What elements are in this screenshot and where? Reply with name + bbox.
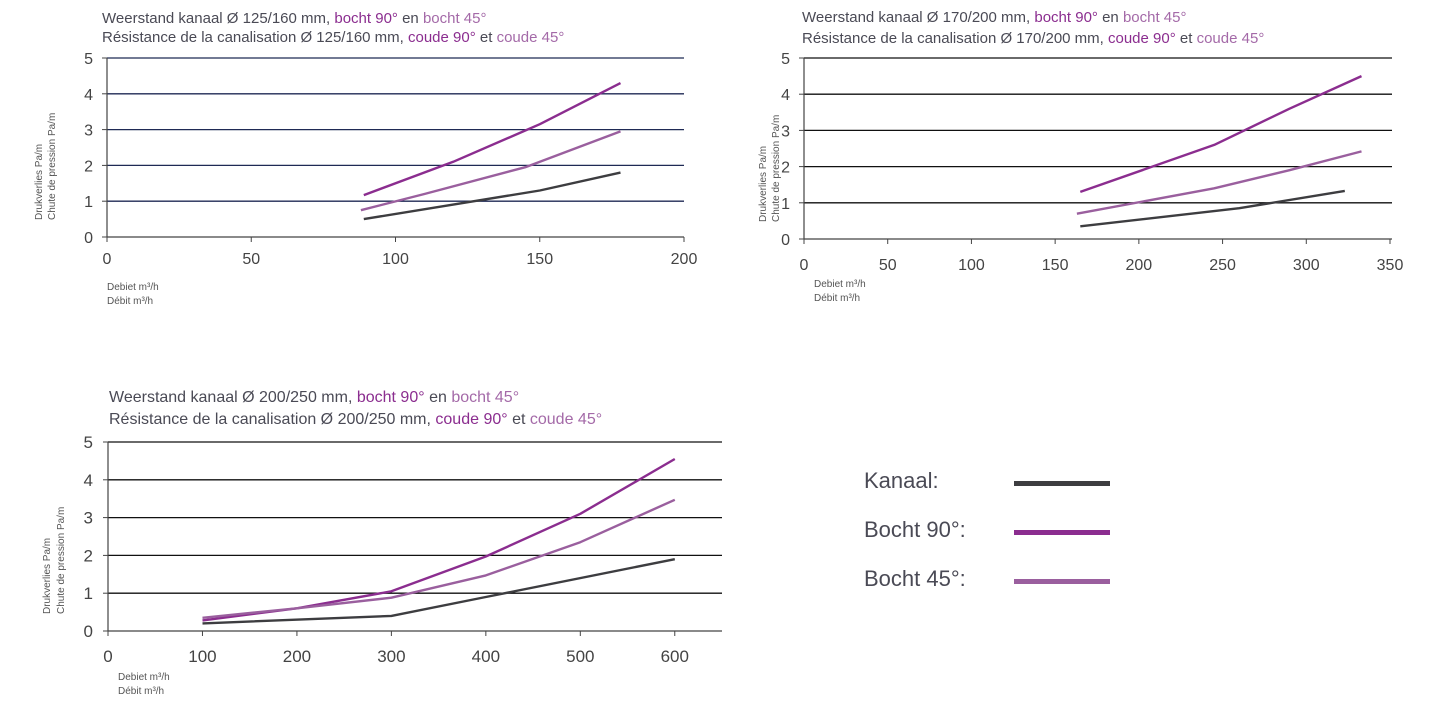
x-tick-label: 300 [1293, 257, 1320, 274]
legend-label: Bocht 45°: [864, 566, 966, 591]
y-tick-label: 2 [84, 158, 93, 175]
series-line-bocht-45 [202, 498, 676, 619]
series-line-kanaal [1080, 189, 1345, 228]
chart-125-160: Weerstand kanaal Ø 125/160 mm, bocht 90°… [0, 0, 720, 330]
y-tick-label: 5 [84, 433, 93, 452]
y-tick-label: 3 [84, 123, 93, 140]
y-tick-label: 0 [84, 622, 93, 641]
chart-title-nl: Weerstand kanaal Ø 170/200 mm, bocht 90°… [802, 9, 1187, 26]
chart-200-250: Weerstand kanaal Ø 200/250 mm, bocht 90°… [42, 389, 722, 699]
x-axis-label-nl: Debiet m³/h [107, 282, 159, 293]
series-line-kanaal [202, 558, 676, 625]
x-tick-label: 50 [242, 251, 260, 268]
x-tick-label: 100 [382, 251, 409, 268]
x-tick-label: 400 [472, 647, 500, 666]
x-tick-label: 200 [671, 251, 698, 268]
legend-item-bocht90: Bocht 90°: [864, 513, 1124, 562]
x-axis-unit: Debiet m³/h Débit m³/h [107, 281, 159, 309]
series-line-bocht-90 [202, 457, 676, 622]
x-tick-label: 0 [103, 647, 112, 666]
x-axis-unit: Debiet m³/h Débit m³/h [118, 671, 170, 699]
x-tick-label: 300 [377, 647, 405, 666]
x-tick-label: 350 [1377, 257, 1404, 274]
x-tick-label: 0 [800, 257, 809, 274]
legend-swatch-kanaal [1014, 481, 1110, 486]
series-line-bocht-45 [360, 130, 621, 212]
x-axis-unit: Debiet m³/h Débit m³/h [814, 278, 866, 306]
x-axis-label-fr: Débit m³/h [118, 686, 165, 697]
x-tick-label: 500 [566, 647, 594, 666]
x-tick-label: 100 [188, 647, 216, 666]
x-tick-label: 200 [283, 647, 311, 666]
y-tick-label: 2 [84, 546, 93, 565]
legend-item-bocht45: Bocht 45°: [864, 562, 1124, 611]
x-axis-label-nl: Debiet m³/h [118, 672, 170, 683]
chart-title-fr: Résistance de la canalisation Ø 125/160 … [102, 29, 565, 46]
x-axis-label-nl: Debiet m³/h [814, 279, 866, 290]
x-tick-label: 0 [103, 251, 112, 268]
chart-title-nl: Weerstand kanaal Ø 125/160 mm, bocht 90°… [102, 10, 487, 27]
y-tick-label: 5 [84, 51, 93, 68]
x-axis-label-fr: Débit m³/h [107, 296, 154, 307]
x-tick-label: 150 [526, 251, 553, 268]
y-tick-label: 5 [781, 51, 790, 68]
chart-title-fr: Résistance de la canalisation Ø 200/250 … [109, 411, 603, 428]
legend-label: Kanaal: [864, 468, 939, 493]
legend: Kanaal: Bocht 90°: Bocht 45°: [864, 464, 1124, 611]
series-line-bocht-45 [1076, 150, 1362, 215]
y-tick-label: 0 [781, 232, 790, 249]
y-tick-label: 4 [84, 87, 93, 104]
y-tick-label: 1 [84, 584, 93, 603]
x-tick-label: 150 [1042, 257, 1069, 274]
y-tick-label: 2 [781, 160, 790, 177]
chart-plot-200-250: 0 1 2 3 4 5 0 100 200 300 400 500 600 [84, 433, 722, 666]
x-tick-label: 50 [879, 257, 897, 274]
y-tick-label: 1 [781, 196, 790, 213]
x-tick-label: 200 [1126, 257, 1153, 274]
chart-170-200: Weerstand kanaal Ø 170/200 mm, bocht 90°… [0, 0, 1446, 330]
x-tick-label: 100 [958, 257, 985, 274]
y-tick-label: 4 [781, 87, 790, 104]
chart-title-nl: Weerstand kanaal Ø 200/250 mm, bocht 90°… [109, 389, 520, 406]
series-line-kanaal [363, 171, 621, 221]
legend-item-kanaal: Kanaal: [864, 464, 1124, 513]
legend-swatch-bocht90 [1014, 530, 1110, 535]
y-tick-label: 3 [84, 509, 93, 528]
x-tick-label: 600 [661, 647, 689, 666]
y-tick-label: 0 [84, 230, 93, 247]
y-tick-label: 1 [84, 194, 93, 211]
legend-swatch-bocht45 [1014, 579, 1110, 584]
x-axis-label-fr: Débit m³/h [814, 293, 861, 304]
x-tick-label: 250 [1209, 257, 1236, 274]
series-line-bocht-90 [363, 82, 622, 197]
y-tick-label: 4 [84, 471, 93, 490]
series-line-bocht-90 [1079, 75, 1362, 194]
chart-title-fr: Résistance de la canalisation Ø 170/200 … [802, 30, 1265, 47]
y-tick-label: 3 [781, 123, 790, 140]
legend-label: Bocht 90°: [864, 517, 966, 542]
